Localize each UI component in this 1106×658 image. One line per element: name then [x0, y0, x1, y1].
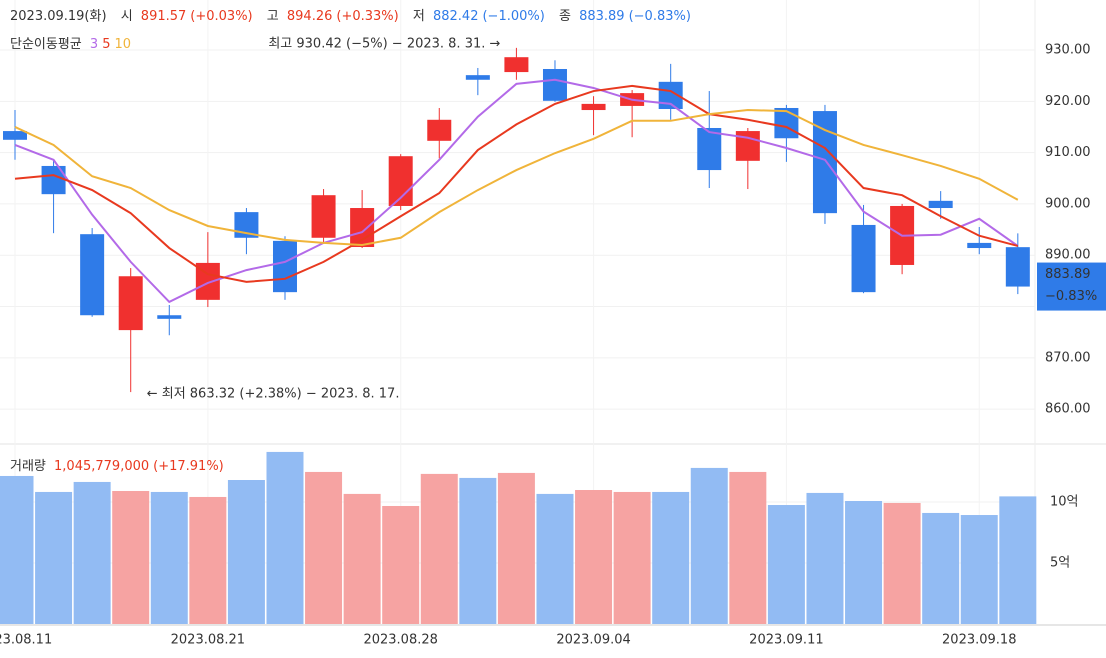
- volume-change: (+17.91%): [153, 459, 224, 474]
- x-tick-label: 2023.09.04: [556, 633, 630, 648]
- x-tick-label: 2023.08.21: [171, 633, 245, 648]
- candle-body: [80, 234, 105, 316]
- close: 883.89: [579, 9, 625, 24]
- volume-bar: [883, 502, 921, 624]
- volume-bar: [922, 512, 960, 624]
- price-tag-value: 883.89: [1045, 267, 1091, 282]
- volume-bar: [305, 471, 343, 624]
- candle-body: [3, 131, 27, 140]
- candle-body: [272, 240, 297, 293]
- moving-average-line: [14, 84, 1019, 283]
- volume-bar: [73, 481, 111, 624]
- annotation: 최고 930.42 (−5%) − 2023. 8. 31. →: [268, 36, 500, 51]
- low: 882.42: [432, 9, 479, 24]
- volume-bar: [845, 500, 883, 624]
- price-tag: [1037, 262, 1106, 311]
- volume-bar: [420, 473, 458, 624]
- moving-average-line: [14, 78, 1019, 304]
- volume-bar: [690, 467, 728, 624]
- candle-body: [1005, 247, 1030, 287]
- change: (−0.83%): [628, 9, 691, 24]
- legend-title: 단순이동평균: [10, 37, 82, 52]
- volume-bar: [112, 490, 150, 624]
- candle-body: [774, 107, 799, 139]
- volume-bar: [767, 505, 805, 624]
- volume-bar: [343, 493, 381, 624]
- ohlc-header: 2023.09.19(화) 시 891.57 (+0.03%) 고 894.26(…: [10, 5, 695, 24]
- volume-bar: [613, 491, 651, 624]
- candle-body: [697, 127, 722, 171]
- candle-body: [581, 103, 606, 111]
- date: 2023.09.19(화): [10, 9, 107, 24]
- change: (−1.00%): [482, 9, 545, 24]
- y-tick-label: 860.00: [1045, 402, 1091, 417]
- candle-body: [118, 276, 143, 331]
- label: 종: [558, 9, 571, 24]
- y-tick-label: 910.00: [1045, 145, 1091, 160]
- volume-bar: [806, 492, 844, 624]
- volume-bar: [0, 475, 34, 624]
- volume-value: 1,045,779,000: [54, 459, 150, 474]
- label: 시: [120, 9, 133, 24]
- candle-body: [465, 75, 490, 80]
- change: (+0.03%): [190, 9, 253, 24]
- candle-body: [311, 195, 336, 238]
- volume-bar: [729, 471, 767, 624]
- volume-bar: [150, 491, 188, 624]
- legend-entry: 3: [89, 37, 99, 52]
- volume-bar: [35, 491, 73, 624]
- label: 저: [412, 9, 425, 24]
- y-tick-label: 900.00: [1045, 196, 1091, 211]
- y-tick-label: 870.00: [1045, 350, 1091, 365]
- high: 894.26: [286, 9, 333, 24]
- volume-bar: [575, 490, 613, 624]
- annotation: ← 최저 863.32 (+2.38%) − 2023. 8. 17.: [147, 387, 400, 402]
- candle-body: [542, 68, 567, 101]
- volume-bar: [266, 451, 304, 624]
- volume-bar: [189, 496, 227, 624]
- volume-header: 거래량 1,045,779,000 (+17.91%): [10, 455, 228, 474]
- moving-average-line: [14, 109, 1019, 246]
- candle-body: [157, 315, 182, 319]
- y-tick-label: 10억: [1050, 494, 1079, 509]
- x-tick-label: 2023.09.11: [749, 633, 823, 648]
- volume-title: 거래량: [10, 459, 46, 474]
- change: (+0.33%): [336, 9, 399, 24]
- volume-bar: [497, 472, 535, 624]
- volume-bar: [652, 491, 690, 624]
- y-tick-label: 920.00: [1045, 94, 1091, 109]
- candle-body: [967, 242, 992, 249]
- y-tick-label: 5억: [1050, 555, 1070, 570]
- volume-bar: [382, 505, 420, 624]
- x-tick-label: 2023.08.28: [363, 633, 437, 648]
- volume-bar: [459, 477, 497, 624]
- candle-body: [928, 200, 953, 209]
- candle-body: [851, 224, 876, 293]
- candle-body: [504, 57, 529, 73]
- legend-entry: 10: [114, 37, 132, 52]
- x-tick-label: 2023.08.11: [0, 633, 52, 648]
- candle-body: [812, 111, 837, 214]
- label: 고: [266, 9, 279, 24]
- candle-body: [427, 119, 452, 141]
- volume-bar: [536, 493, 574, 624]
- open: 891.57: [140, 9, 187, 24]
- candle-body: [350, 208, 375, 248]
- y-tick-label: 930.00: [1045, 43, 1091, 58]
- price-tag-change: −0.83%: [1045, 289, 1097, 304]
- volume-bar: [960, 515, 998, 624]
- y-tick-label: 890.00: [1045, 248, 1091, 263]
- x-tick-label: 2023.09.18: [942, 633, 1016, 648]
- volume-bar: [227, 480, 265, 624]
- legend-entry: 5: [102, 37, 111, 52]
- volume-bar: [999, 496, 1037, 624]
- legend: 단순이동평균 3 5 10: [10, 33, 135, 52]
